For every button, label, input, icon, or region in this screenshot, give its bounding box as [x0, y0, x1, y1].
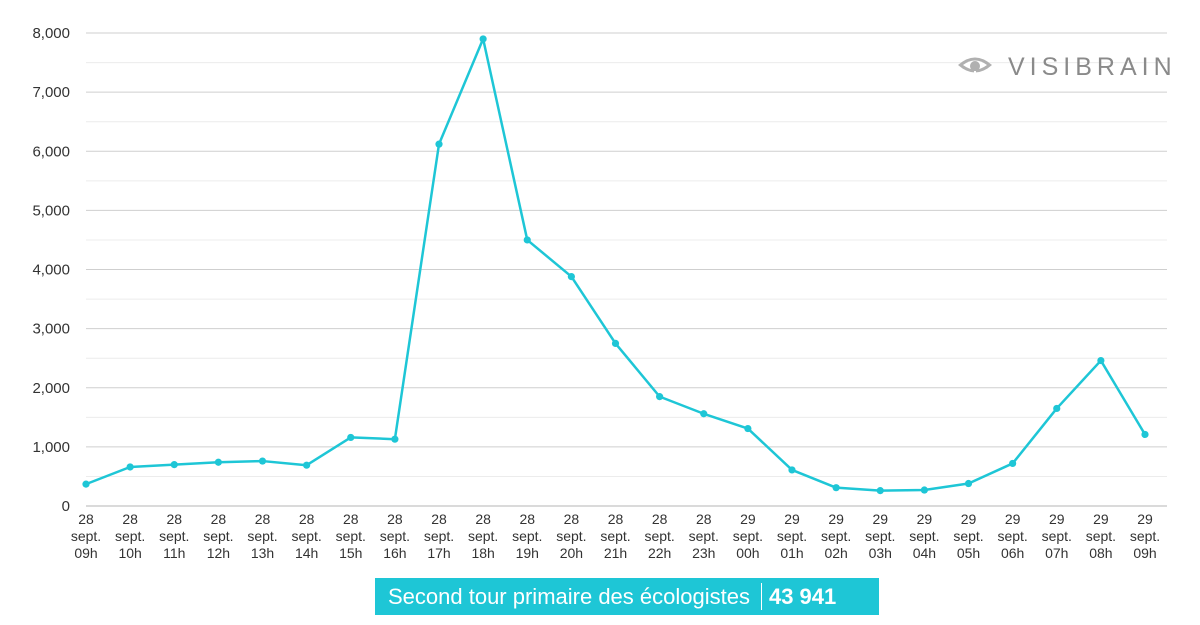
- x-tick-label: 28 sept. 21h: [600, 511, 630, 561]
- series-line: [85, 37, 1147, 492]
- data-point: [964, 479, 973, 488]
- x-tick-label: 29 sept. 06h: [997, 511, 1027, 561]
- y-tick-label: 3,000: [32, 321, 70, 338]
- x-tick-label: 28 sept. 15h: [336, 511, 366, 561]
- x-axis: 28 sept. 09h 28 sept. 10h 28 sept. 11h 28 sept. 12h…: [71, 511, 1160, 561]
- data-point: [567, 272, 575, 281]
- y-tick-label: 0: [62, 498, 70, 515]
- y-tick-label: 7,000: [32, 84, 70, 101]
- data-point: [170, 461, 178, 469]
- x-tick-label: 29 sept. 04h: [909, 511, 939, 561]
- data-point: [1097, 356, 1105, 365]
- data-point: [788, 466, 796, 474]
- y-tick-label: 5,000: [32, 202, 70, 219]
- data-point: [347, 433, 355, 442]
- data-point: [523, 236, 531, 244]
- data-point: [744, 424, 752, 433]
- y-tick-label: 4,000: [32, 262, 70, 279]
- x-tick-label: 28 sept. 17h: [424, 511, 454, 561]
- data-point: [479, 35, 487, 43]
- x-tick-label: 28 sept. 12h: [203, 511, 233, 561]
- data-point: [920, 486, 928, 494]
- caption-label: Second tour primaire des écologistes: [388, 583, 750, 609]
- data-point: [82, 480, 90, 488]
- x-tick-label: 28 sept. 19h: [512, 511, 542, 561]
- eye-icon: [958, 57, 992, 76]
- x-tick-label: 28 sept. 18h: [468, 511, 498, 561]
- x-tick-label: 29 sept. 08h: [1086, 511, 1116, 561]
- data-point: [611, 339, 620, 348]
- caption-separator: [760, 583, 762, 610]
- x-tick-label: 28 sept. 10h: [115, 511, 145, 561]
- x-tick-label: 29 sept. 03h: [865, 511, 895, 561]
- x-tick-label: 28 sept. 11h: [159, 511, 189, 561]
- x-tick-label: 29 sept. 02h: [821, 511, 851, 561]
- x-tick-label: 28 sept. 09h: [71, 511, 101, 561]
- x-tick-label: 29 sept. 01h: [777, 511, 807, 561]
- data-point: [1053, 404, 1061, 413]
- y-tick-label: 1,000: [32, 439, 70, 456]
- data-point: [700, 410, 708, 418]
- x-tick-label: 28 sept. 13h: [247, 511, 277, 561]
- data-point: [214, 458, 222, 466]
- x-tick-label: 29 sept. 07h: [1042, 511, 1072, 561]
- grid-lines: [86, 32, 1167, 507]
- data-points: [82, 35, 1149, 495]
- x-tick-label: 28 sept. 22h: [644, 511, 674, 561]
- data-point: [435, 140, 443, 148]
- x-tick-label: 28 sept. 20h: [556, 511, 586, 561]
- data-point: [876, 487, 884, 495]
- y-tick-label: 2,000: [32, 380, 70, 397]
- visibrain-logo: VISIBRAIN: [958, 53, 1177, 81]
- data-point: [258, 457, 267, 465]
- logo-text: VISIBRAIN: [1008, 53, 1177, 81]
- y-tick-label: 6,000: [32, 143, 70, 160]
- x-tick-label: 28 sept. 16h: [380, 511, 410, 561]
- x-tick-label: 28 sept. 23h: [689, 511, 719, 561]
- y-tick-label: 8,000: [32, 25, 70, 42]
- data-point: [303, 461, 311, 469]
- caption-count: 43 941: [768, 583, 837, 609]
- x-tick-label: 28 sept. 14h: [291, 511, 321, 561]
- data-point: [126, 463, 134, 471]
- data-point: [391, 435, 399, 443]
- data-point: [1141, 430, 1149, 439]
- data-point: [656, 393, 664, 401]
- data-point: [1009, 459, 1017, 468]
- x-tick-label: 29 sept. 00h: [733, 511, 763, 561]
- y-axis: 0 1,000 2,000 3,000 4,000 5,000 6,000 7,000 8,00…: [32, 25, 70, 515]
- caption-banner: Second tour primaire des écologistes 43 …: [375, 578, 879, 615]
- x-tick-label: 29 sept. 05h: [953, 511, 983, 561]
- x-tick-label: 29 sept. 09h: [1130, 511, 1160, 561]
- data-point: [832, 484, 840, 492]
